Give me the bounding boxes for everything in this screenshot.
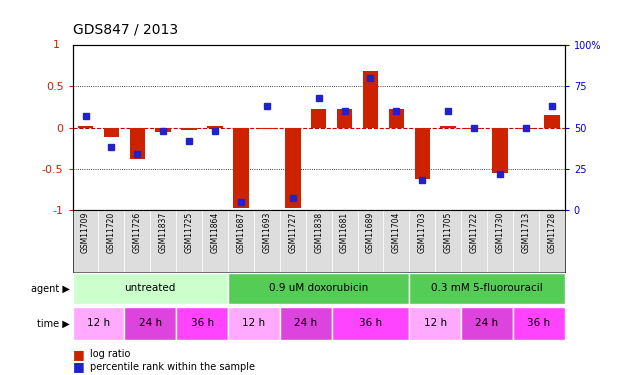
Bar xyxy=(410,273,565,304)
Text: GSM11838: GSM11838 xyxy=(314,212,323,253)
Bar xyxy=(181,128,197,130)
Bar xyxy=(73,210,98,272)
Bar xyxy=(124,307,176,340)
Text: 1: 1 xyxy=(52,40,59,50)
Bar xyxy=(440,126,456,128)
Bar xyxy=(384,210,410,272)
Bar xyxy=(363,71,378,128)
Bar xyxy=(435,210,461,272)
Text: agent ▶: agent ▶ xyxy=(30,284,69,294)
Text: GSM11722: GSM11722 xyxy=(469,212,478,253)
Text: 24 h: 24 h xyxy=(139,318,162,328)
Bar xyxy=(518,128,534,129)
Text: GSM11709: GSM11709 xyxy=(81,212,90,253)
Bar xyxy=(228,307,280,340)
Bar xyxy=(487,210,513,272)
Bar xyxy=(129,128,145,159)
Bar xyxy=(103,128,119,137)
Bar xyxy=(176,307,228,340)
Text: GSM11705: GSM11705 xyxy=(444,212,452,253)
Text: GSM11864: GSM11864 xyxy=(211,212,220,253)
Bar xyxy=(466,128,482,129)
Text: GDS847 / 2013: GDS847 / 2013 xyxy=(73,22,178,36)
Text: percentile rank within the sample: percentile rank within the sample xyxy=(90,362,255,372)
Text: 24 h: 24 h xyxy=(294,318,317,328)
Bar xyxy=(228,210,254,272)
Bar xyxy=(155,128,171,132)
Bar xyxy=(415,128,430,178)
Text: ■: ■ xyxy=(73,360,85,373)
Text: GSM11837: GSM11837 xyxy=(159,212,168,253)
Bar xyxy=(332,210,358,272)
Bar xyxy=(150,210,176,272)
Text: 36 h: 36 h xyxy=(359,318,382,328)
Text: GSM11728: GSM11728 xyxy=(547,212,557,253)
Text: 12 h: 12 h xyxy=(423,318,447,328)
Bar xyxy=(73,273,228,304)
Text: GSM11693: GSM11693 xyxy=(262,212,271,253)
Text: 12 h: 12 h xyxy=(87,318,110,328)
Text: 24 h: 24 h xyxy=(476,318,498,328)
Bar xyxy=(410,307,461,340)
Text: GSM11681: GSM11681 xyxy=(340,212,349,253)
Bar xyxy=(98,210,124,272)
Bar xyxy=(410,210,435,272)
Bar xyxy=(461,307,513,340)
Bar xyxy=(259,128,274,129)
Bar xyxy=(78,126,93,128)
Text: untreated: untreated xyxy=(124,283,176,293)
Text: GSM11730: GSM11730 xyxy=(495,212,504,253)
Text: GSM11713: GSM11713 xyxy=(521,212,531,253)
Bar xyxy=(285,128,300,207)
Text: log ratio: log ratio xyxy=(90,350,131,359)
Text: GSM11726: GSM11726 xyxy=(133,212,142,253)
Text: GSM11727: GSM11727 xyxy=(288,212,297,253)
Text: 36 h: 36 h xyxy=(528,318,550,328)
Bar xyxy=(305,210,332,272)
Text: GSM11703: GSM11703 xyxy=(418,212,427,253)
Bar xyxy=(176,210,202,272)
Bar xyxy=(280,307,332,340)
Text: 0.9 uM doxorubicin: 0.9 uM doxorubicin xyxy=(269,283,369,293)
Bar xyxy=(513,210,539,272)
Text: 0.3 mM 5-fluorouracil: 0.3 mM 5-fluorouracil xyxy=(431,283,543,293)
Text: 36 h: 36 h xyxy=(191,318,214,328)
Bar xyxy=(280,210,305,272)
Text: GSM11687: GSM11687 xyxy=(237,212,245,253)
Text: GSM11689: GSM11689 xyxy=(366,212,375,253)
Text: GSM11720: GSM11720 xyxy=(107,212,116,253)
Bar xyxy=(233,128,249,207)
Bar xyxy=(513,307,565,340)
Text: GSM11704: GSM11704 xyxy=(392,212,401,253)
Bar xyxy=(389,110,404,128)
Text: time ▶: time ▶ xyxy=(37,318,69,328)
Bar xyxy=(332,307,410,340)
Bar xyxy=(492,128,508,173)
Bar xyxy=(539,210,565,272)
Bar xyxy=(202,210,228,272)
Bar xyxy=(124,210,150,272)
Bar xyxy=(311,110,326,128)
Bar xyxy=(358,210,384,272)
Bar xyxy=(207,126,223,128)
Text: 12 h: 12 h xyxy=(242,318,266,328)
Text: ■: ■ xyxy=(73,348,85,361)
Bar xyxy=(337,110,352,128)
Text: GSM11725: GSM11725 xyxy=(185,212,194,253)
Bar xyxy=(228,273,410,304)
Bar xyxy=(461,210,487,272)
Bar xyxy=(73,307,124,340)
Bar xyxy=(544,115,560,128)
Bar xyxy=(254,210,280,272)
